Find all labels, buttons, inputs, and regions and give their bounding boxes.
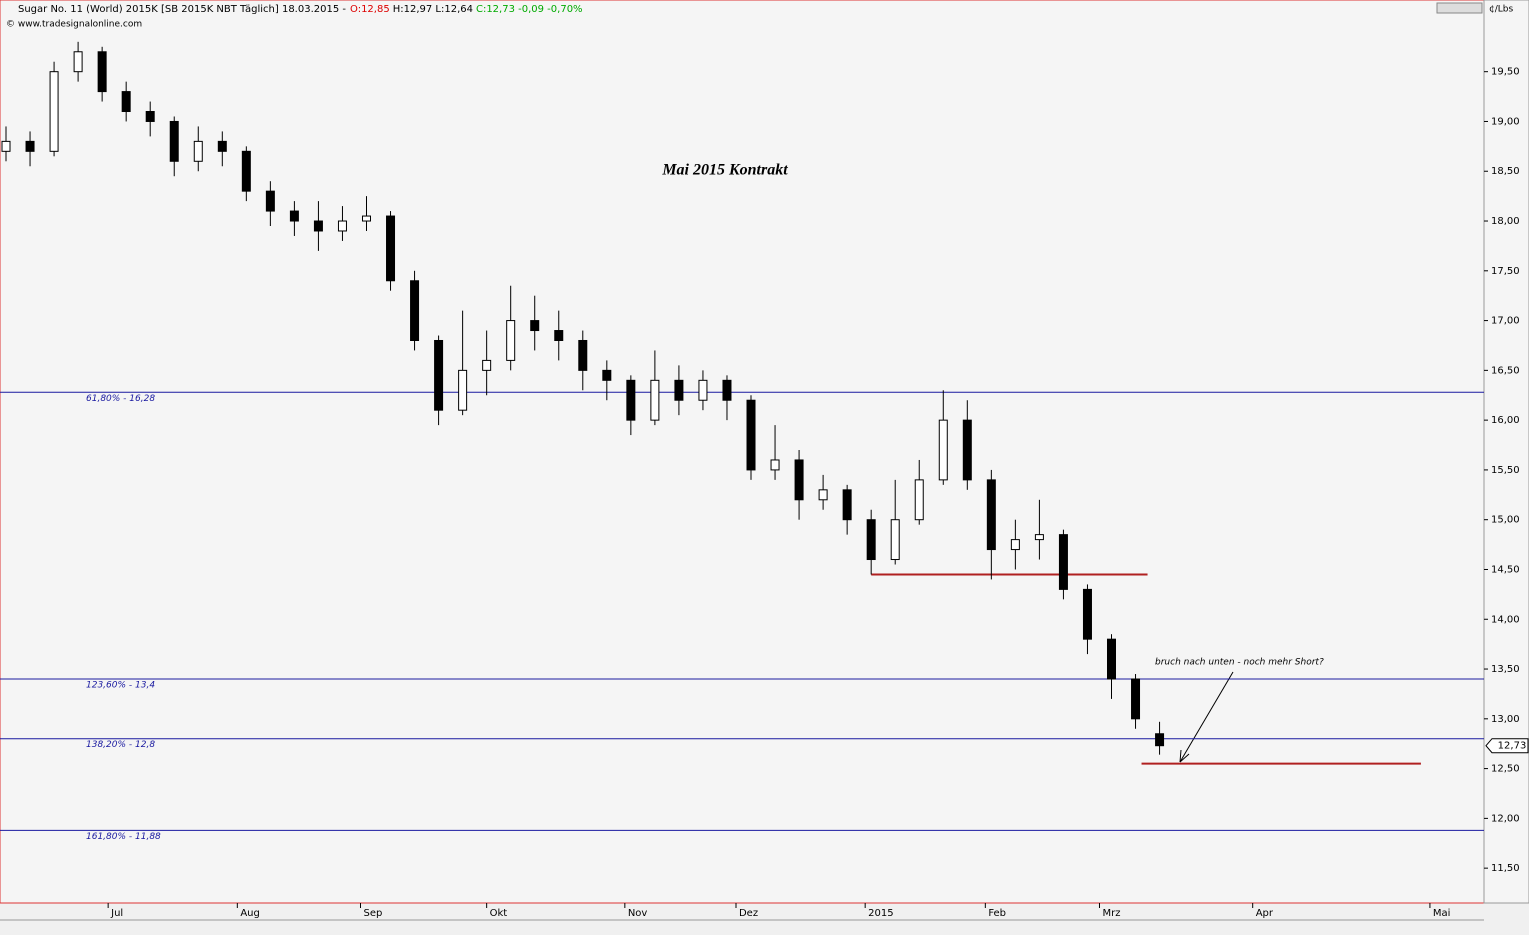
y-tick-label: 18,50 <box>1491 166 1520 177</box>
candle-body <box>986 479 996 551</box>
y-tick-label: 13,50 <box>1491 664 1520 675</box>
candle-body <box>842 489 852 521</box>
x-tick-label: 2015 <box>868 908 893 919</box>
x-tick-label: Okt <box>490 908 508 919</box>
y-tick-label: 19,00 <box>1491 116 1520 127</box>
candle-body <box>25 140 35 152</box>
candle-body <box>289 210 299 222</box>
y-tick-label: 19,50 <box>1491 67 1520 78</box>
candle-body <box>914 479 924 521</box>
candle-body <box>818 489 828 501</box>
x-tick-label: Feb <box>988 908 1006 919</box>
candle-body <box>49 71 59 152</box>
x-tick-label: Mrz <box>1102 908 1120 919</box>
y-tick-label: 16,50 <box>1491 365 1520 376</box>
candle-body <box>890 519 900 561</box>
candle-body <box>121 91 131 113</box>
y-tick-label: 18,00 <box>1491 216 1520 227</box>
y-tick-label: 12,00 <box>1491 813 1520 824</box>
y-tick-label: 12,50 <box>1491 764 1520 775</box>
candle-body <box>313 220 323 232</box>
candle-body <box>722 379 732 401</box>
annotation: bruch nach unten - noch mehr Short? <box>1155 658 1324 668</box>
x-tick-label: Dez <box>739 908 758 919</box>
annotation-arrow <box>1179 671 1234 763</box>
candle-body <box>554 330 564 341</box>
fib-label: 138,20% - 12,8 <box>86 740 155 750</box>
candle-body <box>1058 534 1068 590</box>
candle-body <box>337 220 347 232</box>
y-tick-label: 17,50 <box>1491 266 1520 277</box>
candle-body <box>458 369 468 411</box>
candle-body <box>770 459 780 471</box>
plot-area <box>0 0 1485 904</box>
candle-body <box>386 215 396 282</box>
y-tick-label: 17,00 <box>1491 316 1520 327</box>
fib-label: 161,80% - 11,88 <box>86 832 161 842</box>
candle-body <box>1034 534 1044 541</box>
candle-body <box>626 379 636 421</box>
unit-label: ¢/Lbs <box>1489 5 1513 15</box>
candle-body <box>698 379 708 401</box>
header-open: O:12,85 <box>350 4 390 15</box>
candle-body <box>1010 539 1020 551</box>
candle-body <box>265 190 275 212</box>
candle-body <box>794 459 804 501</box>
x-tick-label: Apr <box>1256 908 1274 919</box>
candle-body <box>578 339 588 371</box>
candle-body <box>145 111 155 122</box>
x-tick-label: Jul <box>110 908 123 919</box>
candle-body <box>97 51 107 93</box>
y-tick-label: 15,50 <box>1491 465 1520 476</box>
candle-body <box>410 280 420 341</box>
candle-body <box>650 379 660 421</box>
y-tick-label: 13,00 <box>1491 714 1520 725</box>
candle-body <box>506 320 516 361</box>
copyright: © www.tradesignalonline.com <box>6 20 142 30</box>
candle-body <box>1131 678 1141 720</box>
candle-body <box>361 215 371 222</box>
header-high-low: H:12,97 L:12,64 <box>393 4 473 15</box>
last-price-label: 12,73 <box>1498 741 1527 752</box>
candle-body <box>962 419 972 481</box>
header-close: C:12,73 -0,09 -0,70% <box>476 4 583 15</box>
arrow-head <box>1179 749 1190 763</box>
candle-body <box>217 140 227 152</box>
candle-body <box>241 150 251 192</box>
candle-body <box>746 399 756 471</box>
candle-body <box>193 140 203 162</box>
fib-label: 61,80% - 16,28 <box>86 394 155 404</box>
candle-body <box>530 320 540 332</box>
x-tick-label: Aug <box>240 908 260 919</box>
y-tick-label: 16,00 <box>1491 415 1520 426</box>
y-tick-label: 11,50 <box>1491 863 1520 874</box>
candle-body <box>482 359 492 371</box>
last-price-box <box>1485 738 1529 754</box>
candle-body <box>434 339 444 411</box>
candle-body <box>73 51 83 73</box>
candle-body <box>1082 588 1092 640</box>
x-tick-label: Nov <box>628 908 648 919</box>
candle-body <box>602 369 612 381</box>
header-instrument: Sugar No. 11 (World) 2015K [SB 2015K NBT… <box>18 4 346 15</box>
candle-body <box>169 120 179 162</box>
candle-body <box>938 419 948 481</box>
candle-body <box>1 140 11 152</box>
candle-body <box>1155 733 1165 747</box>
chart-title: Mai 2015 Kontrakt <box>661 162 788 179</box>
y-tick-label: 14,50 <box>1491 564 1520 575</box>
candle-body <box>866 519 876 561</box>
candle-body <box>1106 638 1116 680</box>
fib-label: 123,60% - 13,4 <box>86 680 155 690</box>
candle-body <box>674 379 684 401</box>
window-buttons[interactable] <box>1436 2 1483 14</box>
x-tick-label: Mai <box>1433 908 1451 919</box>
y-tick-label: 15,00 <box>1491 515 1520 526</box>
x-tick-label: Sep <box>363 908 382 919</box>
y-tick-label: 14,00 <box>1491 614 1520 625</box>
